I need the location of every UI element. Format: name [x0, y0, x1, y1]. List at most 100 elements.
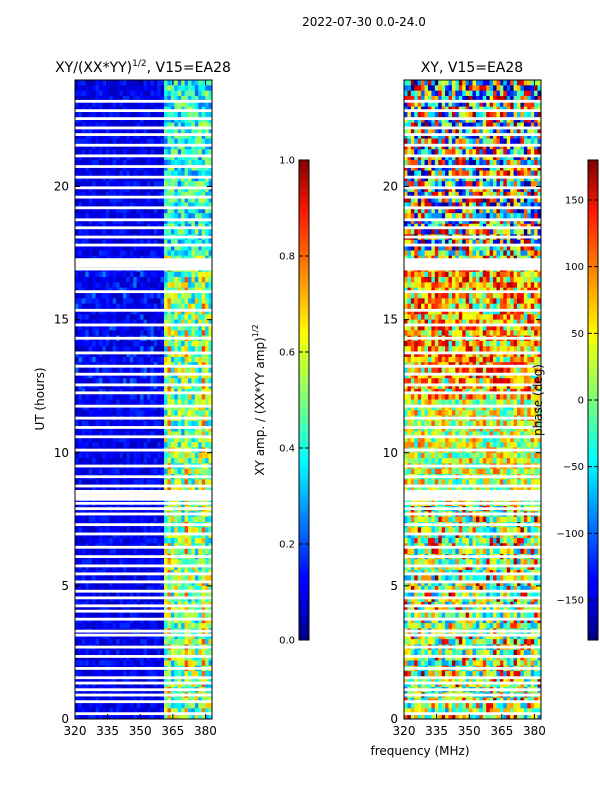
- panel1-cell: [153, 149, 158, 155]
- panel2-cell: [438, 85, 443, 92]
- panel1-cell: [140, 532, 144, 539]
- panel1-cell: [75, 356, 79, 363]
- panel1-cell: [167, 80, 172, 86]
- panel1-cell: [150, 170, 155, 177]
- panel1-cell: [119, 596, 124, 603]
- panel1-cell: [116, 585, 120, 592]
- panel1-cell: [208, 676, 213, 683]
- panel1-cell: [112, 133, 117, 139]
- panel1-cell: [92, 95, 96, 102]
- panel1-flagged-row: [75, 633, 212, 637]
- panel1-cell: [122, 633, 127, 640]
- panel1-cell: [116, 660, 120, 667]
- panel1-cell: [146, 671, 151, 677]
- panel1-cell: [177, 378, 182, 384]
- panel1-cell: [81, 372, 86, 379]
- panel1-cell: [98, 452, 103, 459]
- panel1-cell: [153, 596, 158, 603]
- panel1-cell: [140, 671, 144, 677]
- panel1-cell: [122, 133, 127, 139]
- panel1-cell: [98, 660, 103, 667]
- panel1-cell: [153, 404, 158, 411]
- panel1-cell: [174, 351, 179, 358]
- panel1-cell: [184, 330, 189, 336]
- panel1-cell: [170, 426, 175, 432]
- panel1-cell: [184, 165, 189, 171]
- panel1-cell: [116, 122, 120, 129]
- panel1-cell: [95, 436, 100, 443]
- panel1-cell: [88, 394, 93, 400]
- panel1-cell: [98, 95, 103, 102]
- panel1-cell: [129, 703, 134, 709]
- panel1-cell: [150, 218, 155, 225]
- panel1-cell: [201, 676, 206, 683]
- panel1-cell: [184, 591, 189, 597]
- panel1-flagged-row: [75, 126, 212, 130]
- panel1-cell: [160, 298, 165, 305]
- panel1-cell: [188, 340, 192, 347]
- panel1-cell: [88, 404, 93, 411]
- panel1-cell: [126, 165, 131, 171]
- panel1-cell: [92, 85, 96, 92]
- panel1-cell: [109, 617, 114, 624]
- panel1-cell: [194, 612, 199, 619]
- panel2-cell: [503, 80, 508, 86]
- panel1-cell: [205, 282, 209, 289]
- panel1-cell: [129, 596, 134, 603]
- panel1-cell: [75, 612, 79, 619]
- panel1-cell: [188, 436, 192, 443]
- panel1-cell: [109, 703, 114, 709]
- panel1-cell: [153, 649, 158, 656]
- panel1-cell: [133, 442, 138, 448]
- panel1-cell: [92, 564, 96, 571]
- panel1-cell: [136, 671, 141, 677]
- panel1-cell: [75, 591, 79, 597]
- panel1-cell: [109, 596, 114, 603]
- panel1-cell: [181, 548, 185, 555]
- panel1-cell: [181, 85, 185, 92]
- panel1-cell: [119, 175, 124, 182]
- panel1-cell: [143, 617, 148, 624]
- panel1-cell: [146, 298, 151, 305]
- panel1-cell: [194, 655, 199, 661]
- panel1-cell: [88, 676, 93, 683]
- panel1-cell: [81, 271, 86, 278]
- panel1-cell: [112, 436, 117, 443]
- panel1-cell: [198, 442, 203, 448]
- panel1-cell: [160, 149, 165, 155]
- panel1-cell: [191, 436, 196, 443]
- panel1-cell: [188, 559, 192, 565]
- panel1-cell: [81, 277, 86, 283]
- panel1-cell: [102, 458, 107, 464]
- panel1-cell: [81, 580, 86, 587]
- panel1-cell: [136, 623, 141, 629]
- panel1-cell: [188, 207, 192, 214]
- panel1-cell: [78, 202, 83, 209]
- panel1-cell: [208, 703, 213, 709]
- panel1-cell: [201, 356, 206, 363]
- panel1-cell: [95, 186, 100, 193]
- panel1-cell: [133, 271, 138, 278]
- panel1-cell: [140, 580, 144, 587]
- panel1-cell: [81, 708, 86, 715]
- panel1-cell: [105, 90, 110, 97]
- panel1-cell: [170, 383, 175, 390]
- panel1-cell: [136, 351, 141, 358]
- panel1-cell: [136, 149, 141, 155]
- panel1-cell: [119, 138, 124, 145]
- panel1-cell: [143, 181, 148, 187]
- panel1-cell: [98, 676, 103, 683]
- panel1-flagged-row: [75, 475, 212, 479]
- panel1-cell: [102, 532, 107, 539]
- panel1-cell: [75, 537, 79, 544]
- panel1-cell: [85, 282, 90, 289]
- panel1-cell: [177, 111, 182, 118]
- panel1-cell: [170, 580, 175, 587]
- panel1-cell: [133, 537, 138, 544]
- panel1-cell: [170, 708, 175, 715]
- panel1-cell: [146, 564, 151, 571]
- panel1-cell: [126, 229, 131, 235]
- panel1-cell: [198, 591, 203, 597]
- panel1-cell: [143, 537, 148, 544]
- panel1-cell: [188, 356, 192, 363]
